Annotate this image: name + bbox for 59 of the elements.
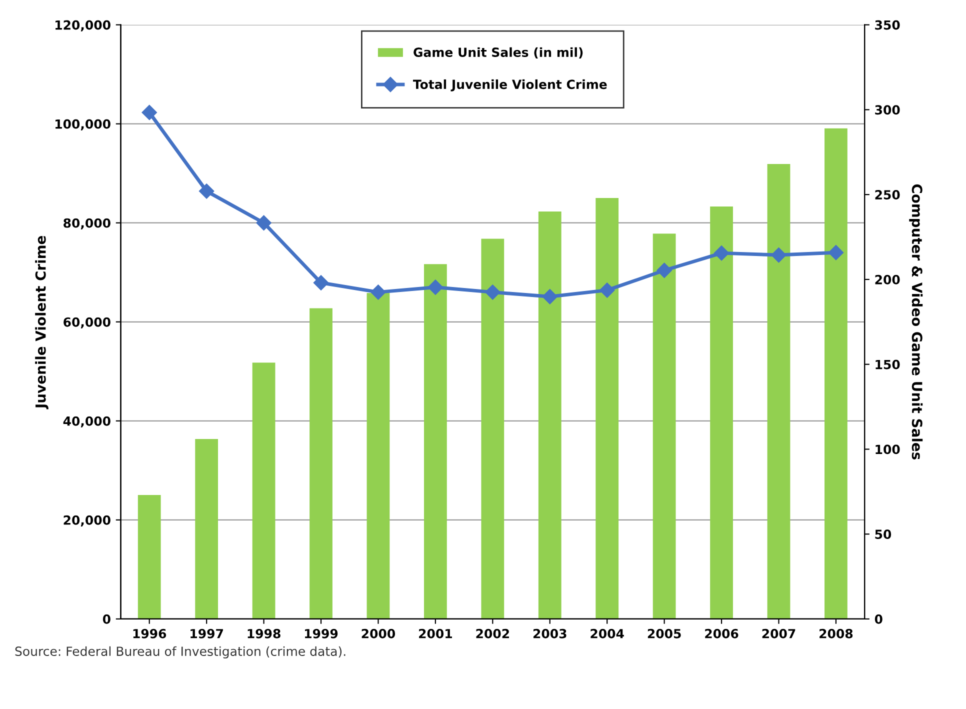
- source-note: Source: Federal Bureau of Investigation (crime data).: [15, 646, 346, 658]
- x-tick-label: 2006: [705, 628, 738, 638]
- x-tick-label: 2001: [419, 628, 452, 638]
- point: [771, 247, 786, 263]
- point: [600, 282, 615, 298]
- point: [142, 104, 157, 120]
- bar: [824, 128, 848, 619]
- bar: [710, 206, 733, 619]
- x-tick-label: 2003: [533, 628, 566, 638]
- y-tick-label: 0: [102, 614, 110, 624]
- point: [370, 284, 386, 300]
- bar: [596, 198, 619, 619]
- x-tick-label: 1998: [248, 628, 280, 638]
- bar: [652, 234, 676, 619]
- x-tick-label: 2008: [820, 628, 853, 638]
- x-tick-label: 1999: [305, 628, 338, 638]
- y2-tick-label: 100: [876, 444, 900, 454]
- y-tick-label: 60,000: [64, 317, 110, 328]
- point: [199, 184, 214, 199]
- y2-tick-label: 350: [875, 20, 900, 30]
- bar: [767, 164, 790, 619]
- y-tick-label: 20,000: [64, 515, 110, 526]
- y-tick-label: 100,000: [56, 119, 110, 130]
- y2-tick-label: 200: [875, 274, 900, 284]
- y2-tick-label: 50: [875, 530, 892, 540]
- x-tick-label: 1997: [190, 628, 223, 638]
- y-tick-label: 120,000: [56, 20, 110, 32]
- y2-tick-label: 250: [875, 190, 900, 200]
- y2-tick-label: 300: [875, 105, 900, 115]
- legend-label: Game Unit Sales (in mil): [414, 47, 583, 58]
- point: [313, 275, 329, 290]
- bar: [252, 362, 276, 619]
- x-tick-label: 2007: [762, 628, 796, 638]
- y2-tick-label: 0: [874, 614, 882, 624]
- x-tick-label: 2005: [648, 628, 681, 638]
- point: [428, 280, 444, 295]
- x-tick-label: 2004: [590, 628, 624, 638]
- point: [828, 245, 844, 260]
- bar: [481, 238, 504, 619]
- point: [542, 289, 558, 304]
- bar: [195, 439, 218, 619]
- bar: [310, 308, 332, 619]
- y2-tick-label: 150: [876, 360, 900, 370]
- y-tick-label: 40,000: [63, 416, 110, 428]
- bar: [424, 264, 447, 619]
- x-tick-label: 2000: [362, 628, 396, 638]
- x-tick-label: 1996: [133, 628, 166, 638]
- y-axis-title: Juvenile Violent Crime: [35, 236, 48, 410]
- point: [656, 262, 672, 278]
- y2-axis-title: Computer & Video Game Unit Sales: [909, 184, 923, 460]
- point: [714, 245, 730, 261]
- bar: [538, 212, 562, 619]
- point: [256, 215, 272, 230]
- bar: [366, 293, 390, 619]
- point: [485, 284, 500, 300]
- x-tick-label: 2002: [476, 628, 509, 638]
- bar: [138, 495, 161, 619]
- legend-label: Total Juvenile Violent Crime: [413, 79, 607, 92]
- y-tick-label: 80,000: [64, 218, 110, 230]
